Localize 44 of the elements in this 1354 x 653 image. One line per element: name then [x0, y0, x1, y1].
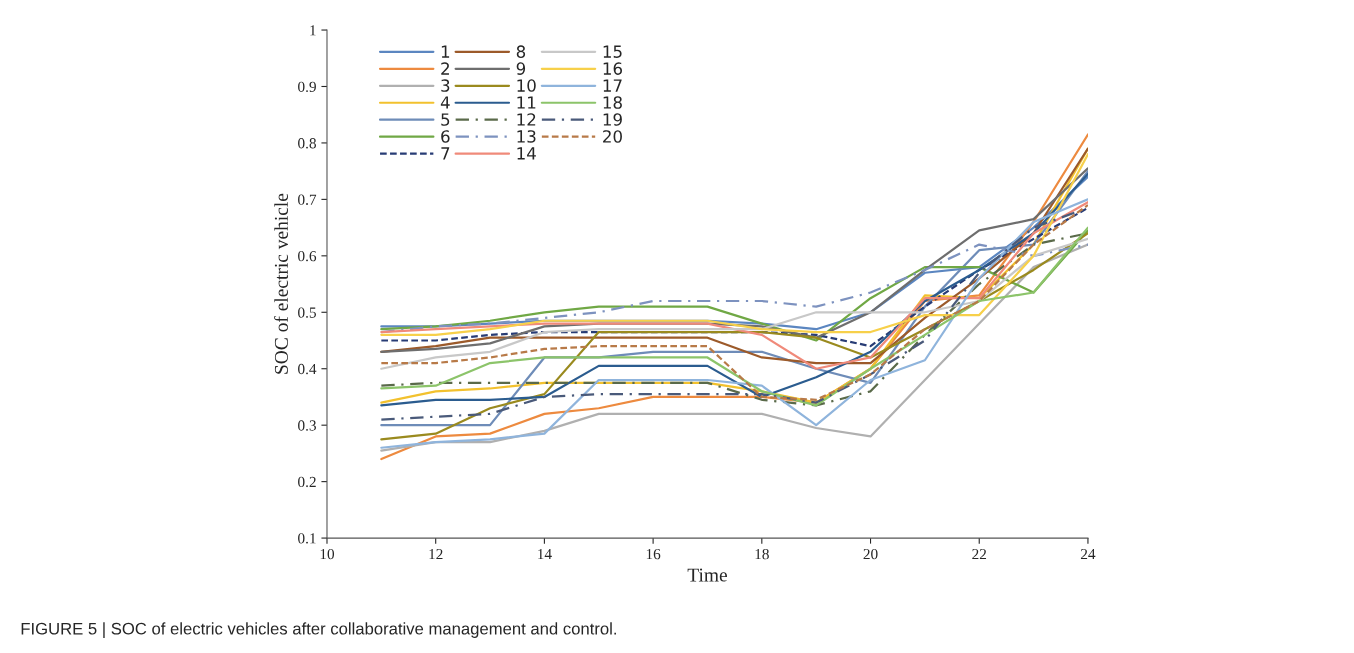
legend-label: 15 — [603, 45, 622, 58]
line-series — [380, 201, 1088, 370]
y-tick-label: 0.5 — [298, 307, 316, 318]
legend-label: 16 — [603, 62, 623, 75]
x-tick-label: 18 — [755, 548, 769, 560]
legend-label: 19 — [603, 113, 622, 126]
y-tick-label: 1 — [310, 25, 316, 36]
y-axis-title: SOC of electric vehicle — [274, 193, 288, 374]
y-tick-label: 0.3 — [298, 420, 316, 431]
legend-label: 13 — [517, 130, 536, 143]
line-series — [380, 237, 1088, 370]
y-tick-label: 0.4 — [298, 363, 317, 375]
y-tick-label: 0.2 — [298, 476, 316, 488]
x-tick-label: 16 — [646, 548, 661, 560]
legend-label: 11 — [517, 96, 536, 109]
y-tick-label: 0.1 — [298, 533, 316, 544]
legend-label: 8 — [516, 45, 526, 58]
legend-label: 17 — [603, 79, 622, 92]
x-tick-label: 20 — [863, 548, 878, 560]
x-tick-label: 10 — [320, 548, 335, 560]
legend-label: 6 — [441, 130, 450, 143]
line-series — [380, 229, 1088, 342]
x-tick-label: 22 — [972, 548, 987, 560]
legend-label: 7 — [441, 147, 450, 160]
x-tick-label: 14 — [538, 549, 552, 560]
y-tick-label: 0.9 — [298, 81, 316, 92]
legend-label: 2 — [441, 62, 449, 75]
x-tick-label: 24 — [1080, 548, 1096, 560]
legend-label: 18 — [603, 96, 622, 109]
legend-label: 1 — [441, 45, 450, 58]
y-tick-label: 0.6 — [298, 250, 317, 262]
legend-label: 5 — [441, 113, 450, 126]
legend-label: 4 — [440, 96, 450, 109]
legend-label: 3 — [441, 79, 450, 92]
caption: FIGURE 5 | SOC of electric vehicles after collaborative management and control. — [21, 622, 616, 638]
y-tick-label: 0.8 — [298, 138, 316, 149]
legend-label: 10 — [517, 79, 536, 92]
y-tick-label: 0.7 — [298, 194, 317, 205]
x-tick-label: 12 — [429, 548, 443, 560]
legend-label: 20 — [603, 130, 622, 143]
x-axis-title: Time — [687, 568, 727, 582]
legend-label: 9 — [516, 62, 526, 75]
legend-label: 12 — [517, 113, 536, 126]
legend-label: 14 — [517, 147, 536, 160]
